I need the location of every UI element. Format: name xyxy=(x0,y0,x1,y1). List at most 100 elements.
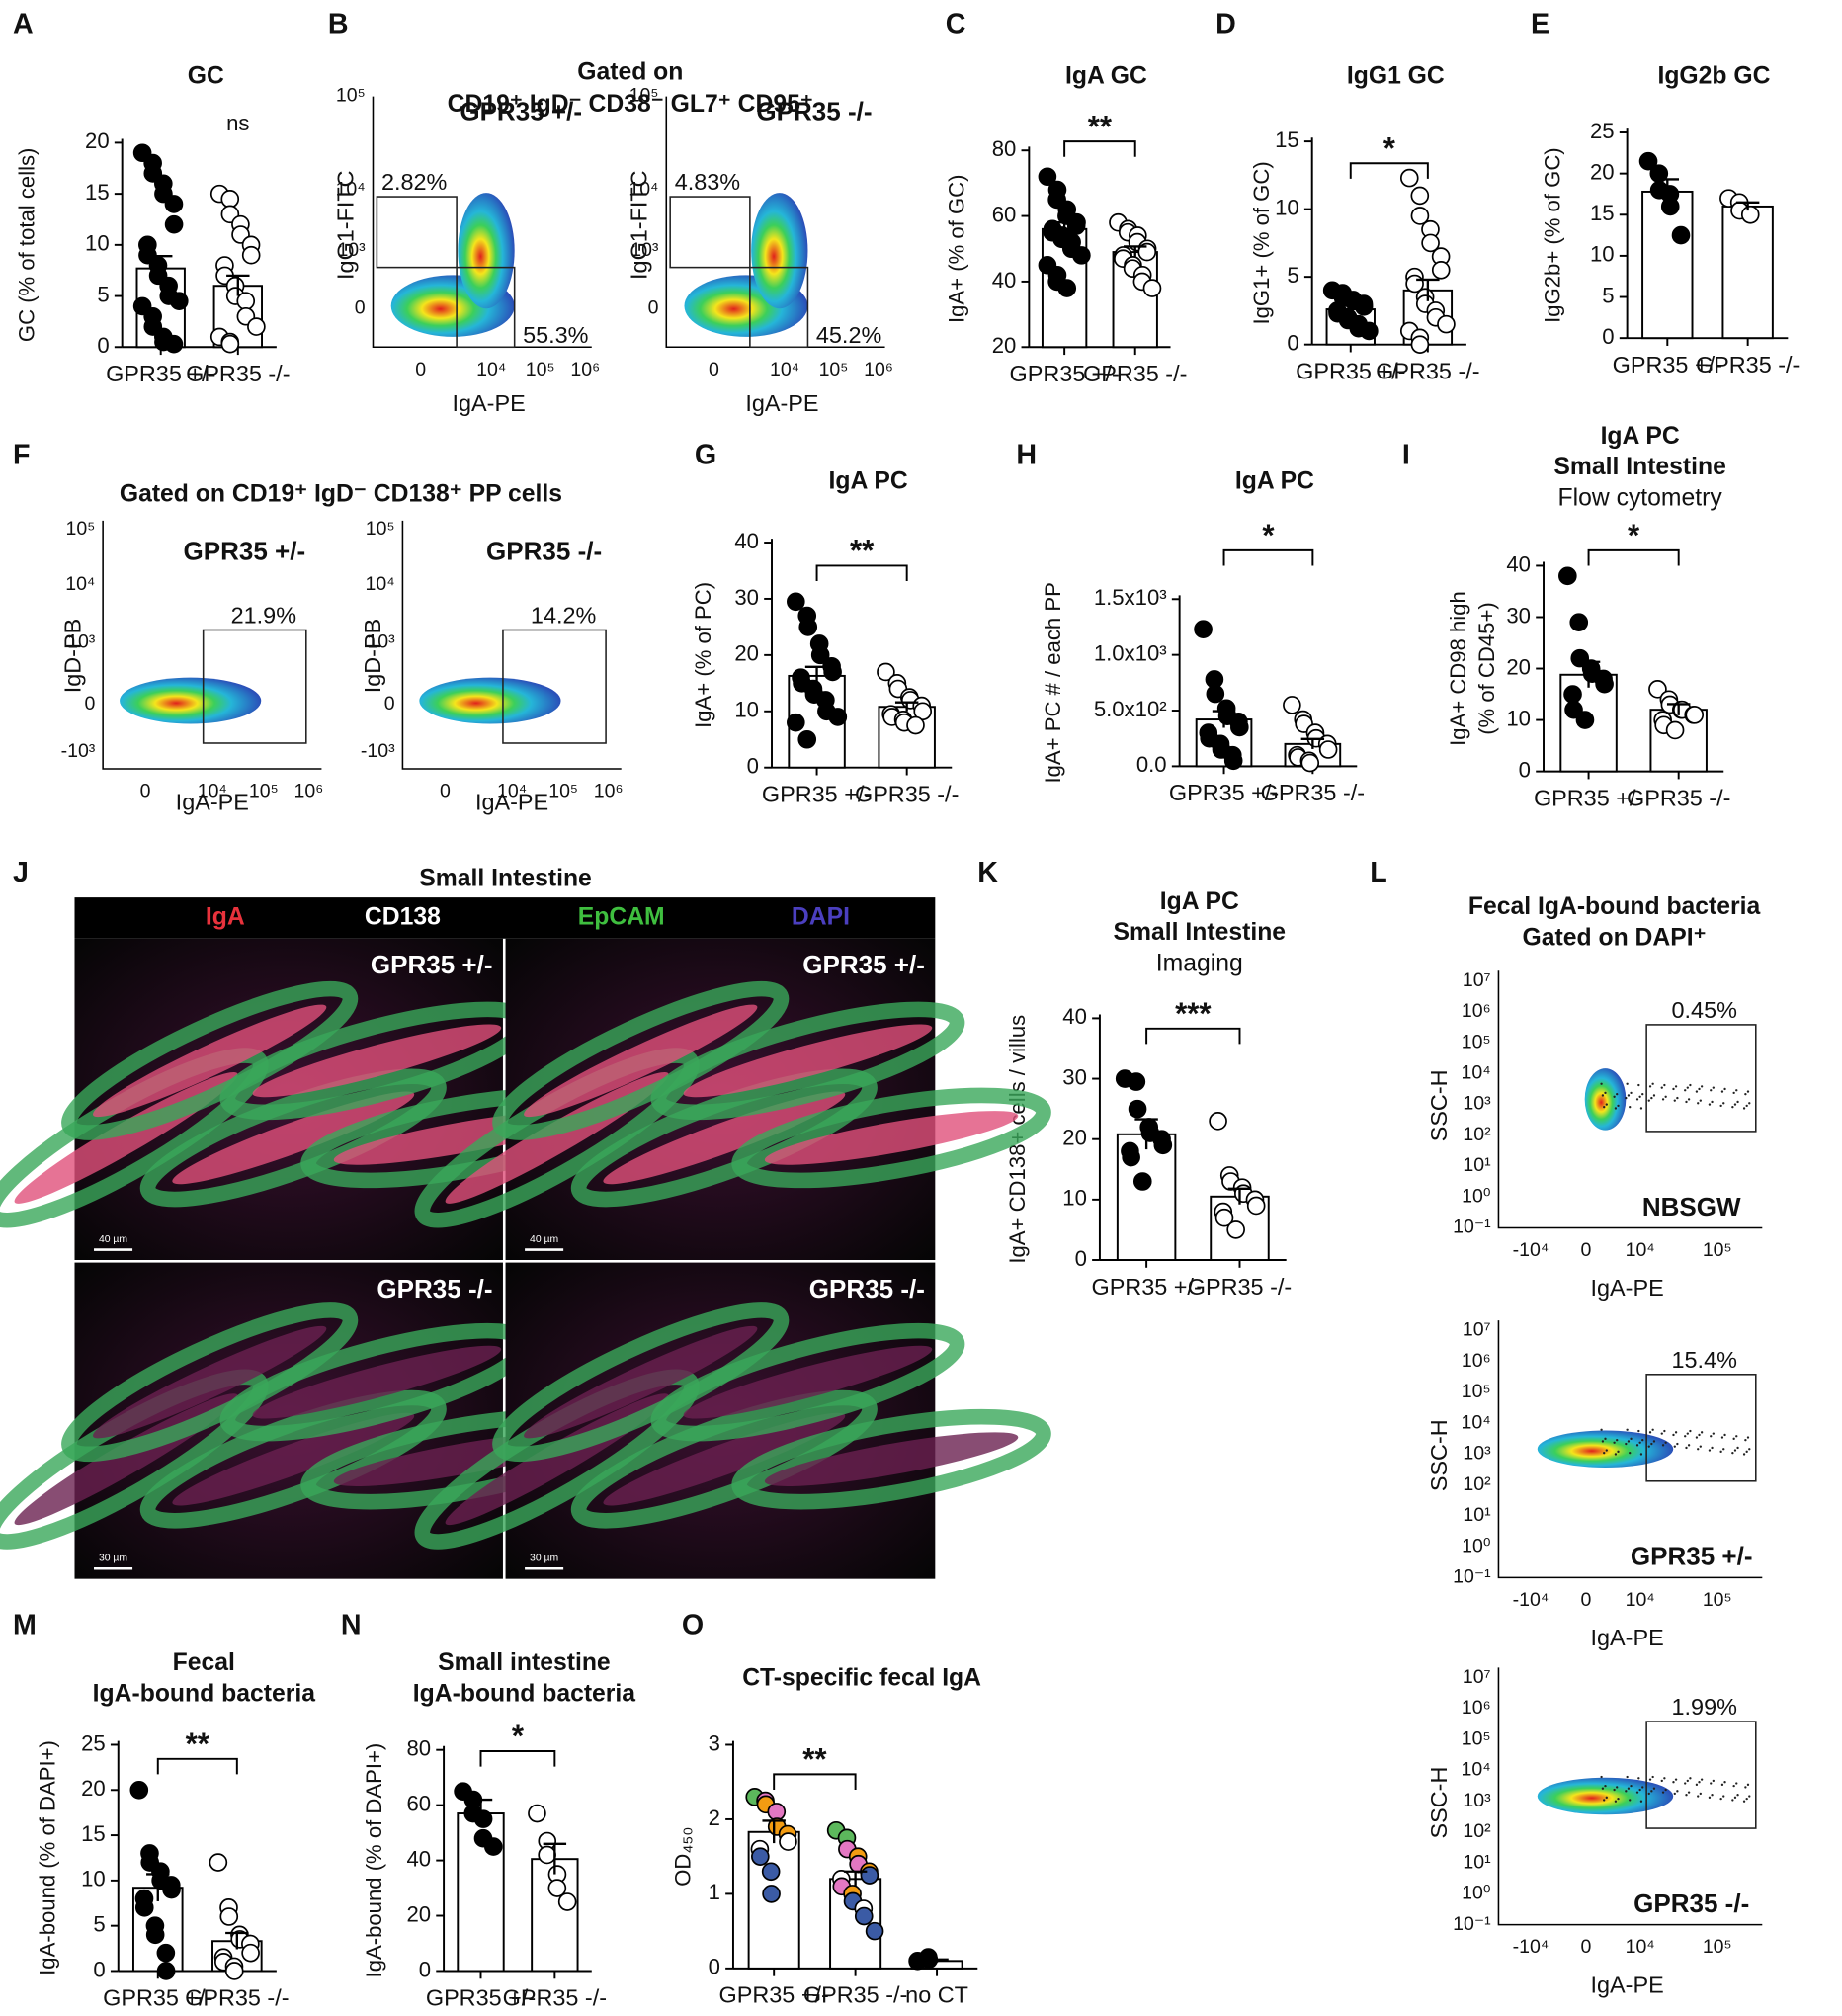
x-tick-label: GPR35 -/- xyxy=(1188,1274,1292,1300)
y-tick-label: 10⁴ xyxy=(1462,1411,1491,1433)
event-dot xyxy=(1617,1451,1619,1453)
event-dot xyxy=(1600,1776,1602,1778)
y-tick-label: 10⁻¹ xyxy=(1453,1217,1491,1238)
y-tick-label: 0 xyxy=(648,296,659,318)
y-tick-label: 0.0 xyxy=(1136,752,1167,777)
event-dot xyxy=(1697,1448,1699,1450)
chart-title: IgG1 GC xyxy=(1347,63,1445,90)
event-dot xyxy=(1675,1431,1677,1433)
data-point xyxy=(1438,316,1455,333)
event-dot xyxy=(1649,1431,1651,1433)
significance-bracket xyxy=(158,1759,237,1775)
y-tick-label: 10⁻¹ xyxy=(1453,1913,1491,1935)
x-tick-label: no CT xyxy=(905,1982,968,2008)
event-dot xyxy=(1689,1430,1691,1432)
data-point xyxy=(1210,1113,1226,1130)
event-dot xyxy=(1676,1443,1678,1445)
data-point xyxy=(763,1886,780,1902)
y-tick-label: 80 xyxy=(406,1736,431,1761)
y-tick-label: 10 xyxy=(1590,242,1615,267)
data-point xyxy=(130,1782,147,1799)
data-point xyxy=(1134,1173,1151,1190)
event-dot xyxy=(1600,1083,1602,1085)
data-point xyxy=(1225,752,1242,769)
data-point xyxy=(1227,1221,1244,1238)
event-dot xyxy=(1731,1106,1733,1108)
image-title: Small Intestine xyxy=(419,865,592,891)
event-dot xyxy=(1615,1801,1617,1803)
y-axis-label: (% of CD45+) xyxy=(1474,602,1499,735)
data-point xyxy=(157,1945,174,1962)
x-axis-label: IgA-PE xyxy=(1591,1625,1664,1650)
gate-percentage: 21.9% xyxy=(231,603,296,629)
scale-bar-label: 30 µm xyxy=(99,1554,127,1564)
data-point xyxy=(166,196,183,212)
y-tick-label: 10⁶ xyxy=(1462,1350,1491,1372)
y-tick-label: 30 xyxy=(1506,603,1531,628)
event-dot xyxy=(1675,1778,1677,1780)
y-tick-label: 0 xyxy=(355,296,366,318)
data-point xyxy=(1058,280,1075,296)
y-tick-label: 30 xyxy=(1062,1064,1087,1089)
event-dot xyxy=(1722,1795,1724,1797)
panel-letter: I xyxy=(1402,439,1410,470)
event-dot xyxy=(1743,1107,1745,1109)
event-dot xyxy=(1723,1781,1725,1783)
event-dot xyxy=(1629,1799,1631,1801)
density-plot xyxy=(1538,1778,1673,1814)
y-tick-label: 10⁵ xyxy=(366,518,395,540)
y-tick-label: 10³ xyxy=(1463,1790,1491,1811)
y-axis-label: IgA+ CD98 high xyxy=(1446,591,1470,746)
significance-label: ** xyxy=(802,1742,827,1777)
event-dot xyxy=(1638,1789,1640,1791)
y-tick-label: 10⁰ xyxy=(1462,1185,1491,1207)
event-dot xyxy=(1648,1445,1650,1447)
event-dot xyxy=(1701,1778,1703,1780)
y-tick-label: 15 xyxy=(81,1821,106,1846)
event-dot xyxy=(1664,1789,1666,1791)
sample-label: GPR35 -/- xyxy=(486,536,602,565)
significance-label: * xyxy=(1262,518,1275,552)
x-tick-label: GPR35 -/- xyxy=(185,1984,289,2010)
data-point xyxy=(171,293,188,309)
chart-title: IgA-bound bacteria xyxy=(93,1680,316,1707)
event-dot xyxy=(1700,1445,1702,1447)
event-dot xyxy=(1648,1793,1650,1795)
y-tick-label: 2 xyxy=(709,1806,720,1830)
event-dot xyxy=(1651,1083,1653,1085)
y-axis-label: IgG1+ (% of GC) xyxy=(1249,161,1274,324)
event-dot xyxy=(1701,1085,1703,1087)
significance-bracket xyxy=(1589,550,1679,566)
event-dot xyxy=(1602,1094,1604,1096)
panel-letter: A xyxy=(13,9,34,41)
data-point xyxy=(1570,614,1587,630)
significance-bracket xyxy=(817,565,907,581)
event-dot xyxy=(1625,1790,1627,1792)
event-dot xyxy=(1713,1086,1715,1088)
data-point xyxy=(1154,1136,1171,1153)
event-dot xyxy=(1651,1776,1653,1778)
event-dot xyxy=(1661,1780,1663,1782)
data-point xyxy=(485,1838,502,1855)
y-tick-label: 10³ xyxy=(1463,1093,1491,1115)
gate-percentage: 15.4% xyxy=(1672,1347,1737,1373)
x-tick-label: 0 xyxy=(709,359,719,380)
tile-label: GPR35 -/- xyxy=(377,1274,492,1303)
y-tick-label: 10⁷ xyxy=(1463,1319,1491,1341)
x-tick-label: GPR35 -/- xyxy=(1376,358,1479,383)
data-point xyxy=(861,1867,878,1884)
data-point xyxy=(475,1810,492,1827)
panel-letter: N xyxy=(341,1609,362,1640)
panel-letter: K xyxy=(977,857,998,888)
event-dot xyxy=(1602,1788,1604,1790)
tile-label: GPR35 -/- xyxy=(809,1274,925,1303)
density-plot xyxy=(1538,1431,1673,1468)
event-dot xyxy=(1744,1786,1746,1788)
data-point xyxy=(221,191,238,208)
tile-label: GPR35 +/- xyxy=(371,950,493,979)
x-tick-label: GPR35 -/- xyxy=(1083,361,1187,386)
event-dot xyxy=(1649,1085,1651,1087)
y-tick-label: 10⁻¹ xyxy=(1453,1566,1491,1588)
event-dot xyxy=(1723,1088,1725,1090)
data-point xyxy=(248,318,265,335)
